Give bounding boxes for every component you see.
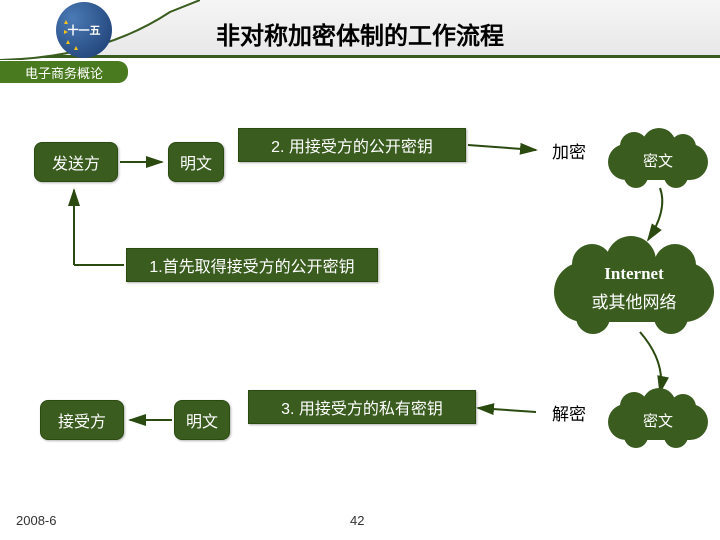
label-decrypt: 解密 [540, 396, 598, 428]
node-plaintext-bottom: 明文 [174, 400, 230, 440]
node-plaintext-top: 明文 [168, 142, 224, 182]
node-step1: 1.首先取得接受方的公开密钥 [126, 248, 378, 282]
internet-label-2: 或其他网络 [554, 288, 714, 313]
logo-text: 十一五 [56, 2, 112, 58]
node-internet: Internet 或其他网络 [554, 246, 720, 336]
node-step2: 2. 用接受方的公开密钥 [238, 128, 466, 162]
internet-label-1: Internet [554, 264, 714, 284]
header-bar: 十一五 非对称加密体制的工作流程 [0, 0, 720, 58]
node-ciphertext-top: 密文 [608, 136, 708, 186]
footer-date: 2008-6 [16, 513, 56, 528]
node-ciphertext-bottom: 密文 [608, 396, 708, 446]
footer-page: 42 [350, 513, 364, 528]
ciphertext-label: 密文 [608, 410, 708, 431]
node-step3: 3. 用接受方的私有密钥 [248, 390, 476, 424]
logo: 十一五 [56, 2, 112, 58]
node-sender: 发送方 [34, 142, 118, 182]
page-title: 非对称加密体制的工作流程 [216, 16, 504, 51]
node-receiver: 接受方 [40, 400, 124, 440]
ciphertext-label: 密文 [608, 150, 708, 171]
label-encrypt: 加密 [540, 134, 598, 166]
subtitle-bar: 电子商务概论 [0, 61, 128, 83]
